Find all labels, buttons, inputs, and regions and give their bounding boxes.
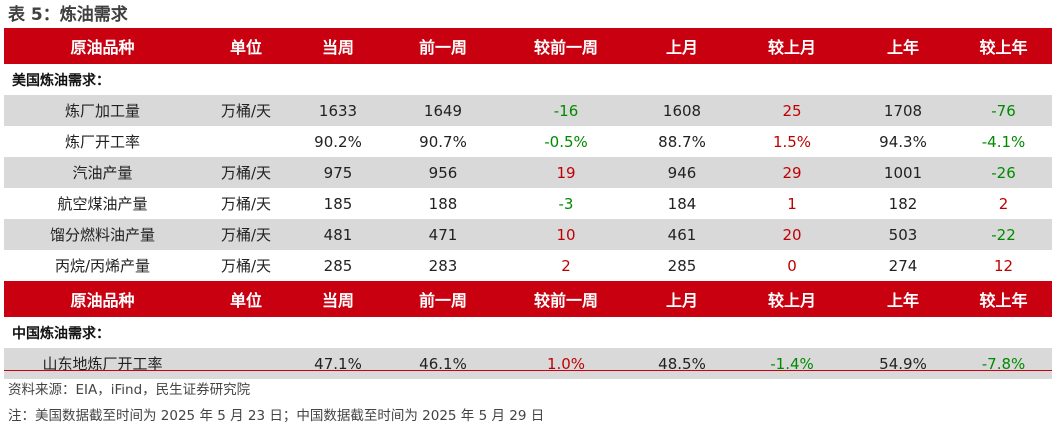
- cell-month: 946: [667, 163, 697, 182]
- header-cell: 上年: [886, 38, 919, 57]
- table-row: 丙烷/丙烯产量 万桶/天 285 283 2 285 0 274 12: [4, 250, 1052, 281]
- header-cell: 原油品种: [70, 38, 135, 57]
- cell-unit: 万桶/天: [220, 257, 272, 275]
- cell-dyear: 12: [993, 256, 1014, 275]
- cell-dmonth: 25: [782, 101, 802, 120]
- cell-name: 炼厂加工量: [64, 102, 140, 120]
- cell-unit: 万桶/天: [220, 226, 272, 244]
- cell-name: 馏分燃料油产量: [49, 226, 155, 244]
- cell-prev: 90.7%: [419, 132, 467, 151]
- cell-dmonth: 0: [787, 256, 797, 275]
- header-cell: 原油品种: [70, 291, 135, 310]
- cell-prev: 188: [428, 194, 458, 213]
- header-cell: 前一周: [418, 291, 467, 310]
- cell-month: 461: [667, 225, 697, 244]
- refining-demand-table: 原油品种 单位 当周 前一周 较前一周 上月 较上月 上年 较上年 美国炼油需求： 炼厂加工量万…: [4, 28, 1052, 379]
- cell-year: 54.9%: [879, 354, 927, 373]
- header-cell: 单位: [229, 291, 262, 310]
- cell-prev: 283: [428, 256, 458, 275]
- cell-name: 炼厂开工率: [64, 133, 140, 151]
- header-cell: 前一周: [418, 38, 467, 57]
- header-cell: 较前一周: [533, 38, 598, 57]
- cell-dyear: 2: [998, 194, 1009, 213]
- footnote: 注：美国数据截至时间为 2025 年 5 月 23 日；中国数据截至时间为 20…: [8, 408, 545, 424]
- cell-name: 航空煤油产量: [57, 195, 148, 213]
- cell-month: 88.7%: [658, 132, 706, 151]
- header-cell: 较上月: [767, 291, 816, 310]
- cell-name: 汽油产量: [72, 164, 133, 182]
- cell-cur: 1633: [318, 101, 358, 120]
- cell-dmonth: 29: [782, 163, 802, 182]
- cell-dmonth: -1.4%: [770, 354, 814, 373]
- cell-year: 94.3%: [879, 132, 927, 151]
- cell-cur: 47.1%: [314, 354, 362, 373]
- cell-cur: 285: [323, 256, 353, 275]
- cell-dmonth: 20: [782, 225, 802, 244]
- cell-year: 1001: [883, 163, 923, 182]
- cell-year: 1708: [883, 101, 923, 120]
- table-row: 山东地炼厂开工率 47.1% 46.1% 1.0% 48.5% -1.4% 54.9% -7.…: [4, 348, 1052, 379]
- cell-cur: 185: [323, 194, 353, 213]
- table-header: 原油品种 单位 当周 前一周 较前一周 上月 较上月 上年 较上年: [4, 28, 1052, 64]
- cell-dyear: -26: [991, 163, 1016, 182]
- cell-dyear: -22: [991, 225, 1016, 244]
- cell-year: 274: [888, 256, 918, 275]
- cell-dprev: 1.0%: [546, 354, 586, 373]
- cell-name: 山东地炼厂开工率: [42, 355, 163, 373]
- header-cell: 较上月: [767, 38, 816, 57]
- header-cell: 单位: [229, 38, 262, 57]
- header-cell: 当周: [321, 38, 354, 57]
- cell-unit: 万桶/天: [220, 195, 272, 213]
- cell-dmonth: 1: [787, 194, 797, 213]
- cell-dyear: -76: [991, 101, 1016, 120]
- table-title: 表 5：炼油需求: [8, 5, 128, 25]
- cell-prev: 471: [428, 225, 458, 244]
- cell-dprev: -16: [553, 101, 579, 120]
- cell-dprev: 19: [556, 163, 576, 182]
- cn-rows: 山东地炼厂开工率 47.1% 46.1% 1.0% 48.5% -1.4% 54.9% -7.…: [4, 348, 1052, 379]
- cell-unit: 万桶/天: [220, 164, 272, 182]
- table-row: 炼厂加工量 万桶/天 1633 1649 -16 1608 25 1708 -76: [4, 95, 1052, 126]
- header-cell: 当周: [321, 291, 354, 310]
- cell-cur: 90.2%: [314, 132, 362, 151]
- table-row: 航空煤油产量 万桶/天 185 188 -3 184 1 182 2: [4, 188, 1052, 219]
- header-cell: 上月: [665, 291, 698, 310]
- cell-prev: 1649: [423, 101, 463, 120]
- table-row: 炼厂开工率 90.2% 90.7% -0.5% 88.7% 1.5% 94.3% -4.1%: [4, 126, 1052, 157]
- cell-dprev: -0.5%: [544, 132, 588, 151]
- source-note: 资料来源：EIA，iFind，民生证券研究院: [8, 382, 251, 398]
- header-cell: 上年: [886, 291, 919, 310]
- header-cell: 较前一周: [533, 291, 598, 310]
- table-row: 汽油产量 万桶/天 975 956 19 946 29 1001 -26: [4, 157, 1052, 188]
- cell-dmonth: 1.5%: [772, 132, 812, 151]
- cell-dprev: -3: [558, 194, 574, 213]
- cell-cur: 975: [323, 163, 353, 182]
- us-rows: 炼厂加工量 万桶/天 1633 1649 -16 1608 25 1708 -76 炼厂开工率 90…: [4, 95, 1052, 281]
- cell-dprev: 10: [556, 225, 576, 244]
- us-section-label: 美国炼油需求：: [12, 72, 110, 89]
- cell-unit: 万桶/天: [220, 102, 272, 120]
- header-cell: 较上年: [979, 291, 1028, 310]
- cell-dprev: 2: [561, 256, 571, 275]
- cell-name: 丙烷/丙烯产量: [54, 257, 151, 275]
- cell-year: 503: [888, 225, 918, 244]
- cell-prev: 46.1%: [419, 354, 467, 373]
- cell-year: 182: [888, 194, 918, 213]
- table-header-repeat: 原油品种 单位 当周 前一周 较前一周 上月 较上月 上年 较上年: [4, 281, 1052, 317]
- cell-month: 285: [667, 256, 697, 275]
- cn-section-label: 中国炼油需求：: [12, 325, 110, 342]
- cell-prev: 956: [428, 163, 458, 182]
- cell-dyear: -4.1%: [981, 132, 1026, 151]
- header-cell: 上月: [665, 38, 698, 57]
- table-bottom-rule: [4, 370, 1052, 371]
- cell-month: 1608: [662, 101, 702, 120]
- cell-dyear: -7.8%: [981, 354, 1026, 373]
- cell-month: 48.5%: [658, 354, 706, 373]
- cell-month: 184: [667, 194, 697, 213]
- header-cell: 较上年: [979, 38, 1028, 57]
- table-row: 馏分燃料油产量 万桶/天 481 471 10 461 20 503 -22: [4, 219, 1052, 250]
- cell-cur: 481: [323, 225, 353, 244]
